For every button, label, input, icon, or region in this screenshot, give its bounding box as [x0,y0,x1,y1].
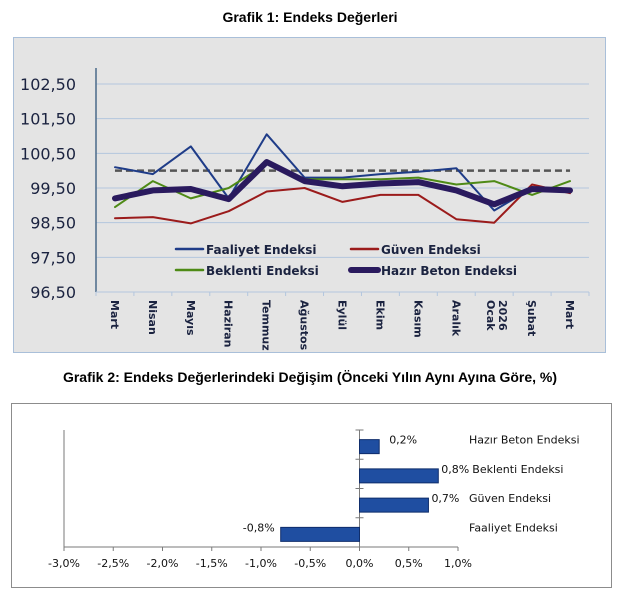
y-tick-label: 98,50 [30,214,76,233]
bar-g-ven-endeksi [359,497,429,513]
line-chart: 102,50 101,50 100,50 99,50 98,50 97,50 96,50 Ma… [20,68,590,351]
bar-value-label: 0,7% [431,492,459,505]
legend-label: Güven Endeksi [381,243,481,257]
x-tick-label: Aralık [449,300,462,337]
bar-haz-r-beton-endeksi [359,439,380,455]
chart2-title: Grafik 2: Endeks Değerlerindeki Değişim … [62,369,558,385]
x-tick-label: Nisan [146,300,159,335]
series-line-beklenti-endeksi [114,162,571,209]
x-tick-label: Kasım [411,300,424,338]
series-line-faaliyet-endeksi [114,133,571,212]
category-label: Faaliyet Endeksi [469,521,558,534]
y-tick-label: 97,50 [30,248,76,267]
x-tick-label: 1,0% [444,557,472,570]
x-tick-label: Ocak [484,300,497,331]
x-tick-label: Mayıs [184,300,197,336]
bar-value-label: 0,8% [441,463,469,476]
x-tick-label: -3,0% [48,557,80,570]
legend-label: Beklenti Endeksi [206,264,319,278]
category-label: Hazır Beton Endeksi [469,434,580,447]
x-tick-label: -2,0% [147,557,179,570]
bar-chart-frame: -3,0% -2,5% -2,0% -1,5% -1,0% -0,5% 0,0% 0,5% 1,… [11,403,612,588]
bar-value-label: -0,8% [243,521,275,534]
x-tick-label: -1,0% [245,557,277,570]
bar-beklenti-endeksi [359,468,439,484]
legend-label: Faaliyet Endeksi [206,243,317,257]
x-tick-label: Mart [108,300,121,329]
x-tick-label: Ekim [373,300,386,330]
category-label: Güven Endeksi [469,492,551,505]
series-line-haz-r-beton-endeksi [112,159,573,208]
x-tick-label: 0,5% [395,557,423,570]
x-tick-label: Ağustos [298,300,311,351]
y-tick-label: 96,50 [30,283,76,302]
y-tick-label: 102,50 [20,75,76,94]
x-tick-label: 2026 [496,300,509,331]
x-tick-label: Şubat [525,300,538,336]
y-tick-label: 99,50 [30,179,76,198]
bar-value-label: 0,2% [389,434,417,447]
bar-chart: -3,0% -2,5% -2,0% -1,5% -1,0% -0,5% 0,0% 0,5% 1,… [48,429,580,570]
x-tick-label: Haziran [222,300,235,347]
x-tick-label: -0,5% [294,557,326,570]
bar-faaliyet-endeksi [280,526,361,542]
category-label: Beklenti Endeksi [472,463,563,476]
x-tick-label: Temmuz [260,300,273,351]
x-tick-label: 0,0% [346,557,374,570]
y-tick-label: 101,50 [20,110,76,129]
x-tick-label: -1,5% [196,557,228,570]
legend-label: Hazır Beton Endeksi [381,264,517,278]
line-chart-frame: 102,50 101,50 100,50 99,50 98,50 97,50 96,50 Ma… [13,37,606,353]
x-tick-label: Mart [563,300,576,329]
x-tick-label: -2,5% [97,557,129,570]
series-line-g-ven-endeksi [114,183,571,225]
chart1-title: Grafik 1: Endeks Değerleri [222,9,398,25]
y-tick-label: 100,50 [20,144,76,163]
x-tick-label: Eylül [336,300,349,330]
